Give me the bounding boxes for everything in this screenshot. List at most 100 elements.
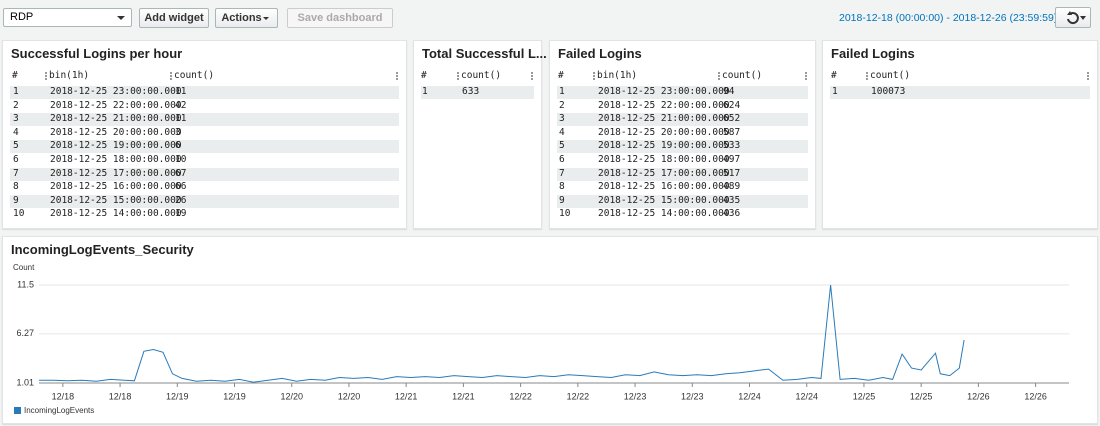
column-header: bin(1h): [49, 70, 90, 81]
row-stripe: [421, 86, 534, 99]
row-stripe: [10, 86, 399, 99]
add-widget-button[interactable]: Add widget: [139, 8, 209, 28]
y-tick-label: 6.27: [16, 328, 34, 338]
table-cell: 2018-12-25 21:00:00.000: [598, 113, 730, 125]
x-tick-label: 12/21: [395, 391, 418, 401]
actions-button[interactable]: Actions: [215, 8, 278, 28]
legend-swatch: [14, 407, 21, 414]
dashboard-name: RDP: [10, 11, 34, 23]
table-cell: 2018-12-25 16:00:00.000: [598, 181, 730, 193]
table-cell: 26: [175, 194, 187, 206]
x-tick-label: 12/19: [166, 391, 189, 401]
column-header: count(): [174, 70, 215, 81]
x-tick-label: 12/20: [338, 391, 361, 401]
table-cell: 6: [559, 154, 565, 165]
x-tick-label: 12/24: [795, 391, 818, 401]
table-cell: 435: [723, 194, 741, 206]
column-header: count(): [722, 70, 763, 81]
x-tick-label: 12/21: [452, 391, 475, 401]
chart: Count 1.01 6.27 11.5 12/18 12/18 12/19 12/19 12/…: [13, 263, 1069, 415]
column-header: #: [831, 70, 837, 81]
refresh-button[interactable]: [1055, 7, 1091, 28]
save-dashboard-button[interactable]: Save dashboard: [287, 8, 393, 28]
row-stripe: [10, 140, 399, 154]
column-header: #: [558, 70, 564, 81]
table-cell: 10: [13, 208, 25, 220]
column-resizer: [457, 72, 459, 80]
widget-title: IncomingLogEvents_Security: [11, 242, 194, 257]
time-range-text: 2018-12-18 (00:00:00) - 2018-12-26 (23:5…: [839, 12, 1058, 24]
table-cell: 19: [175, 208, 187, 220]
table-cell: 2018-12-25 14:00:00.000: [50, 208, 182, 220]
table-cell: 2018-12-25 22:00:00.000: [50, 99, 182, 111]
widget-title: Successful Logins per hour: [11, 46, 183, 61]
table-cell: 1: [13, 86, 19, 97]
column-resizer: [866, 72, 868, 80]
table-cell: 100073: [871, 86, 906, 97]
table-cell: 2: [559, 99, 565, 111]
table-cell: 67: [175, 167, 187, 179]
table-cell: 2018-12-25 20:00:00.000: [598, 126, 730, 138]
widget-title: Failed Logins: [831, 46, 915, 61]
row-stripe: [830, 86, 1090, 99]
column-header: count(): [870, 70, 911, 81]
table-cell: 2018-12-25 19:00:00.000: [598, 140, 730, 152]
row-stripe: [557, 194, 808, 208]
column-header: #: [421, 70, 427, 81]
table-cell: 2018-12-25 15:00:00.000: [598, 194, 730, 206]
x-tick-label: 12/24: [738, 391, 761, 401]
table-cell: 42: [175, 99, 187, 111]
x-tick-label: 12/23: [624, 391, 647, 401]
row-stripe: [557, 86, 808, 99]
table-cell: 2018-12-25 19:00:00.000: [50, 140, 182, 152]
column-resizer: [531, 72, 533, 80]
column-resizer: [1087, 72, 1089, 80]
table-cell: 517: [723, 167, 741, 179]
table-cell: 7: [13, 167, 19, 179]
table-cell: 4: [559, 126, 565, 138]
table-cell: 2018-12-25 17:00:00.000: [50, 167, 182, 179]
table-cell: 7: [559, 167, 565, 179]
x-tick-label: 12/25: [853, 391, 876, 401]
table-cell: 66: [175, 181, 187, 193]
dashboard-select[interactable]: RDP: [3, 8, 132, 27]
table-cell: 9: [559, 194, 565, 206]
table-cell: 1: [559, 86, 565, 97]
table-cell: 5: [559, 140, 565, 152]
table-cell: 3: [175, 126, 181, 138]
column-resizer: [593, 72, 595, 80]
table-cell: 2018-12-25 15:00:00.000: [50, 194, 182, 206]
table-cell: 2018-12-25 22:00:00.000: [598, 99, 730, 111]
table-cell: 6: [175, 140, 181, 152]
table-cell: 1: [832, 86, 838, 97]
x-tick-label: 12/25: [910, 391, 933, 401]
table-cell: 5: [13, 140, 19, 152]
x-tick-label: 12/26: [1024, 391, 1047, 401]
table-cell: 9: [13, 194, 19, 206]
table-cell: 11: [175, 113, 187, 125]
x-tick-label: 12/23: [681, 391, 704, 401]
column-header: count(): [461, 70, 502, 81]
x-tick-label: 12/22: [567, 391, 590, 401]
table-cell: 497: [723, 154, 741, 165]
table-widget: Successful Logins per hour # bin(1h) count(…: [2, 40, 407, 229]
row-stripe: [557, 140, 808, 154]
caret: [117, 16, 125, 20]
table-cell: 2018-12-25 18:00:00.000: [598, 154, 730, 165]
table-cell: 8: [559, 181, 565, 193]
column-resizer: [45, 72, 47, 80]
table-cell: 624: [723, 99, 741, 111]
column-resizer: [805, 72, 807, 80]
time-range[interactable]: 2018-12-18 (00:00:00) - 2018-12-26 (23:5…: [839, 12, 1067, 24]
column-resizer: [170, 72, 172, 80]
table-cell: 533: [723, 140, 741, 152]
table-cell: 587: [723, 126, 741, 138]
row-stripe: [557, 113, 808, 127]
legend-label: IncomingLogEvents: [24, 406, 94, 415]
row-stripe: [557, 167, 808, 181]
table-cell: 2018-12-25 18:00:00.000: [50, 154, 182, 165]
row-stripe: [10, 113, 399, 127]
table-widget: Total Successful L... # count() 1 633: [413, 40, 547, 229]
table-cell: 2018-12-25 21:00:00.000: [50, 113, 182, 125]
